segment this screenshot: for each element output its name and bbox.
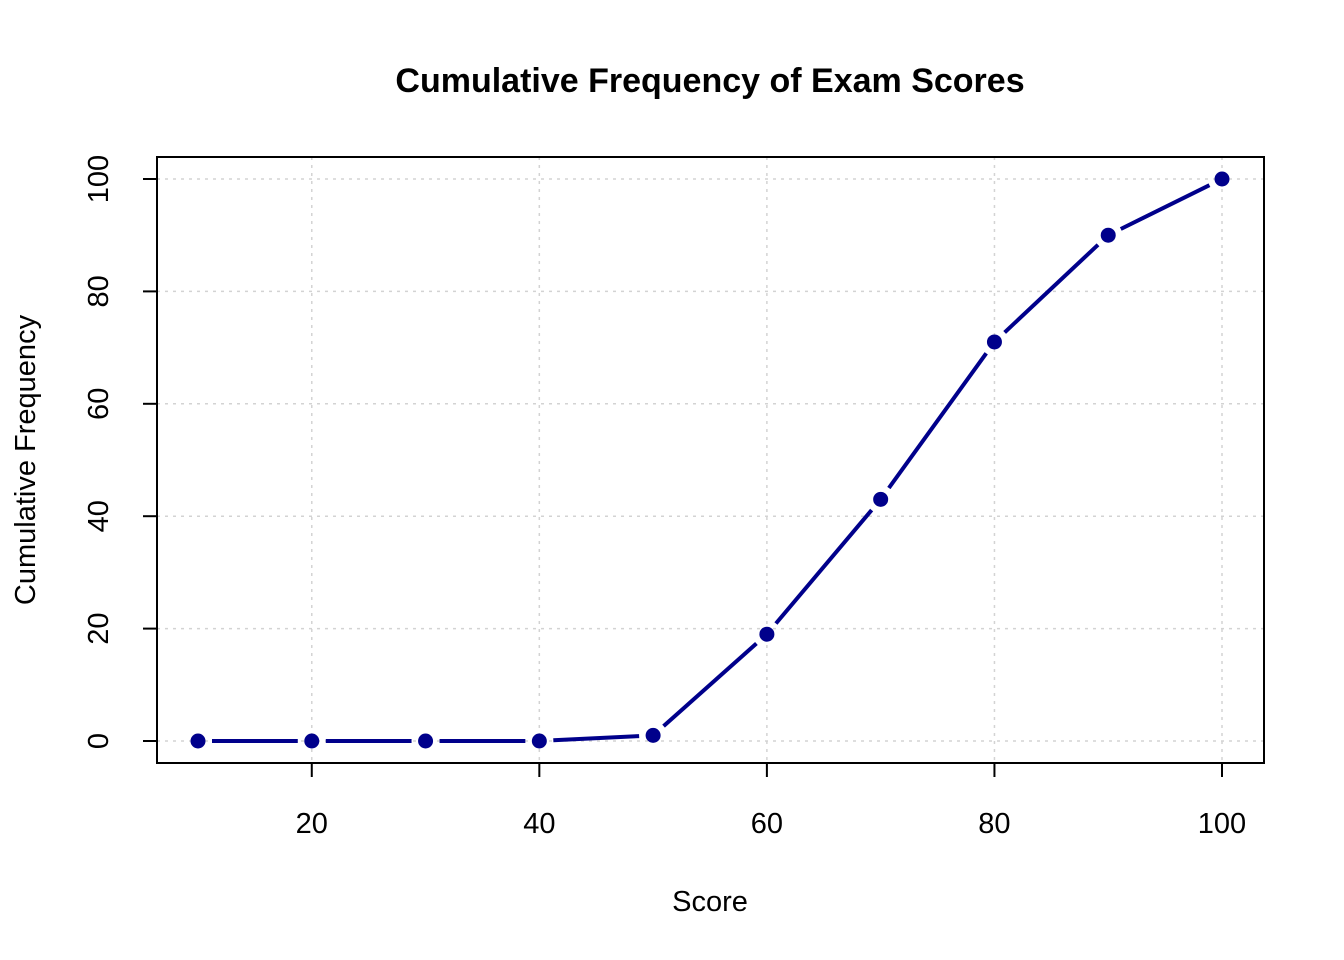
y-tick-label: 20 [83, 612, 115, 644]
chart-title: Cumulative Frequency of Exam Scores [395, 62, 1024, 100]
x-axis-label: Score [672, 886, 748, 918]
data-point [759, 626, 775, 642]
y-axis: 0 20 40 60 80 100 [83, 155, 158, 749]
data-point [190, 733, 206, 749]
data-point [531, 733, 547, 749]
x-tick-label: 100 [1198, 808, 1246, 840]
x-axis: 20 40 60 80 100 [296, 762, 1246, 840]
data-point [418, 733, 434, 749]
series-line-segment [1119, 183, 1211, 231]
series-line-segment [553, 734, 640, 743]
data-series [190, 171, 1230, 749]
series-line-segment [774, 508, 874, 625]
data-point [645, 727, 661, 743]
y-tick-label: 60 [83, 388, 115, 420]
data-point [304, 733, 320, 749]
x-tick-label: 80 [978, 808, 1010, 840]
x-tick-label: 40 [523, 808, 555, 840]
series-line-segment [1003, 243, 1100, 334]
x-tick-label: 20 [296, 808, 328, 840]
x-tick-label: 60 [751, 808, 783, 840]
series-line-segment [662, 642, 758, 728]
y-axis-label: Cumulative Frequency [10, 314, 42, 605]
y-tick-label: 80 [83, 275, 115, 307]
y-tick-label: 40 [83, 500, 115, 532]
y-tick-label: 100 [83, 155, 115, 203]
series-line-segment [887, 352, 988, 490]
y-tick-label: 0 [83, 733, 115, 749]
data-point [1100, 227, 1116, 243]
data-point [1214, 171, 1230, 187]
grid [157, 157, 1264, 763]
data-point [986, 334, 1002, 350]
data-point [873, 491, 889, 507]
